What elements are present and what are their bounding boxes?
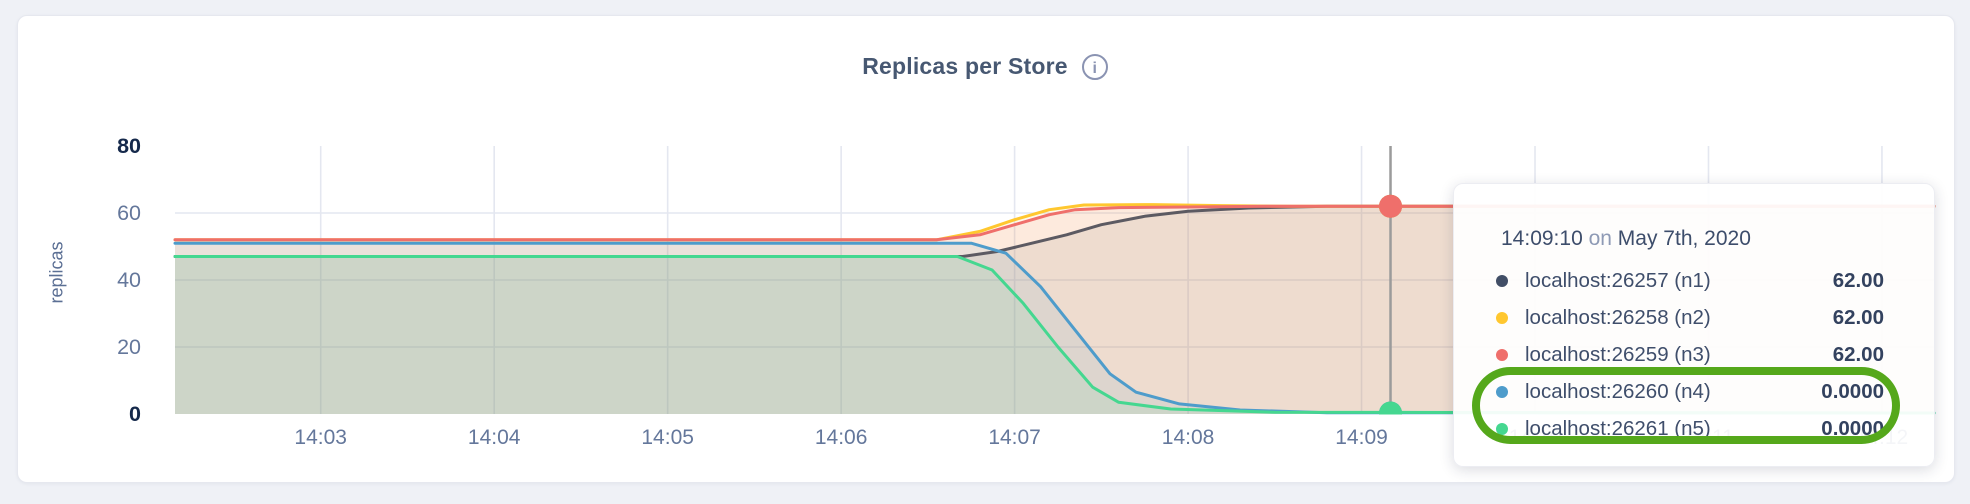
y-axis-ticks: 0 20 40 60 80 (117, 134, 141, 426)
svg-text:14:09: 14:09 (1335, 426, 1388, 449)
tooltip-row: localhost:26258 (n2) 62.00 (1454, 299, 1934, 336)
svg-text:14:04: 14:04 (468, 426, 521, 449)
svg-text:14:06: 14:06 (815, 426, 868, 449)
series-name: localhost:26259 (n3) (1525, 342, 1711, 366)
series-dot-n3 (1496, 348, 1508, 361)
series-value: 62.00 (1832, 268, 1884, 292)
chart-header: Replicas per Store i (0, 53, 1970, 80)
series-dot-n2 (1496, 311, 1508, 324)
series-name: localhost:26261 (n5) (1525, 416, 1711, 440)
series-dot-n1 (1496, 274, 1508, 287)
svg-text:14:05: 14:05 (641, 426, 694, 449)
y-axis-label: replicas (46, 241, 67, 304)
svg-text:40: 40 (117, 268, 141, 292)
info-icon[interactable]: i (1081, 53, 1108, 80)
svg-text:14:08: 14:08 (1162, 426, 1215, 449)
svg-text:14:03: 14:03 (294, 426, 347, 449)
tooltip-row: localhost:26257 (n1) 62.00 (1454, 262, 1934, 299)
series-lines (173, 203, 1936, 415)
series-name: localhost:26260 (n4) (1525, 379, 1711, 403)
svg-text:80: 80 (117, 134, 141, 158)
hover-dots (1379, 194, 1403, 415)
annotation-circle (1472, 367, 1900, 444)
series-value: 62.00 (1832, 342, 1884, 366)
svg-text:0: 0 (129, 402, 141, 426)
tooltip-header: 14:09:10 on May 7th, 2020 (1501, 227, 1914, 251)
hover-tooltip: 14:09:10 on May 7th, 2020 localhost:2625… (1453, 183, 1935, 467)
tooltip-on-word: on (1588, 227, 1612, 250)
series-name: localhost:26258 (n2) (1525, 305, 1711, 329)
svg-text:14:07: 14:07 (988, 426, 1041, 449)
tooltip-time: 14:09:10 (1501, 227, 1583, 250)
chart-title: Replicas per Store (862, 53, 1068, 79)
svg-text:60: 60 (117, 201, 141, 225)
svg-text:20: 20 (117, 335, 141, 359)
tooltip-date: May 7th, 2020 (1617, 227, 1751, 250)
series-value: 62.00 (1832, 305, 1884, 329)
series-name: localhost:26257 (n1) (1525, 268, 1711, 292)
tooltip-row: localhost:26259 (n3) 62.00 (1454, 336, 1934, 373)
